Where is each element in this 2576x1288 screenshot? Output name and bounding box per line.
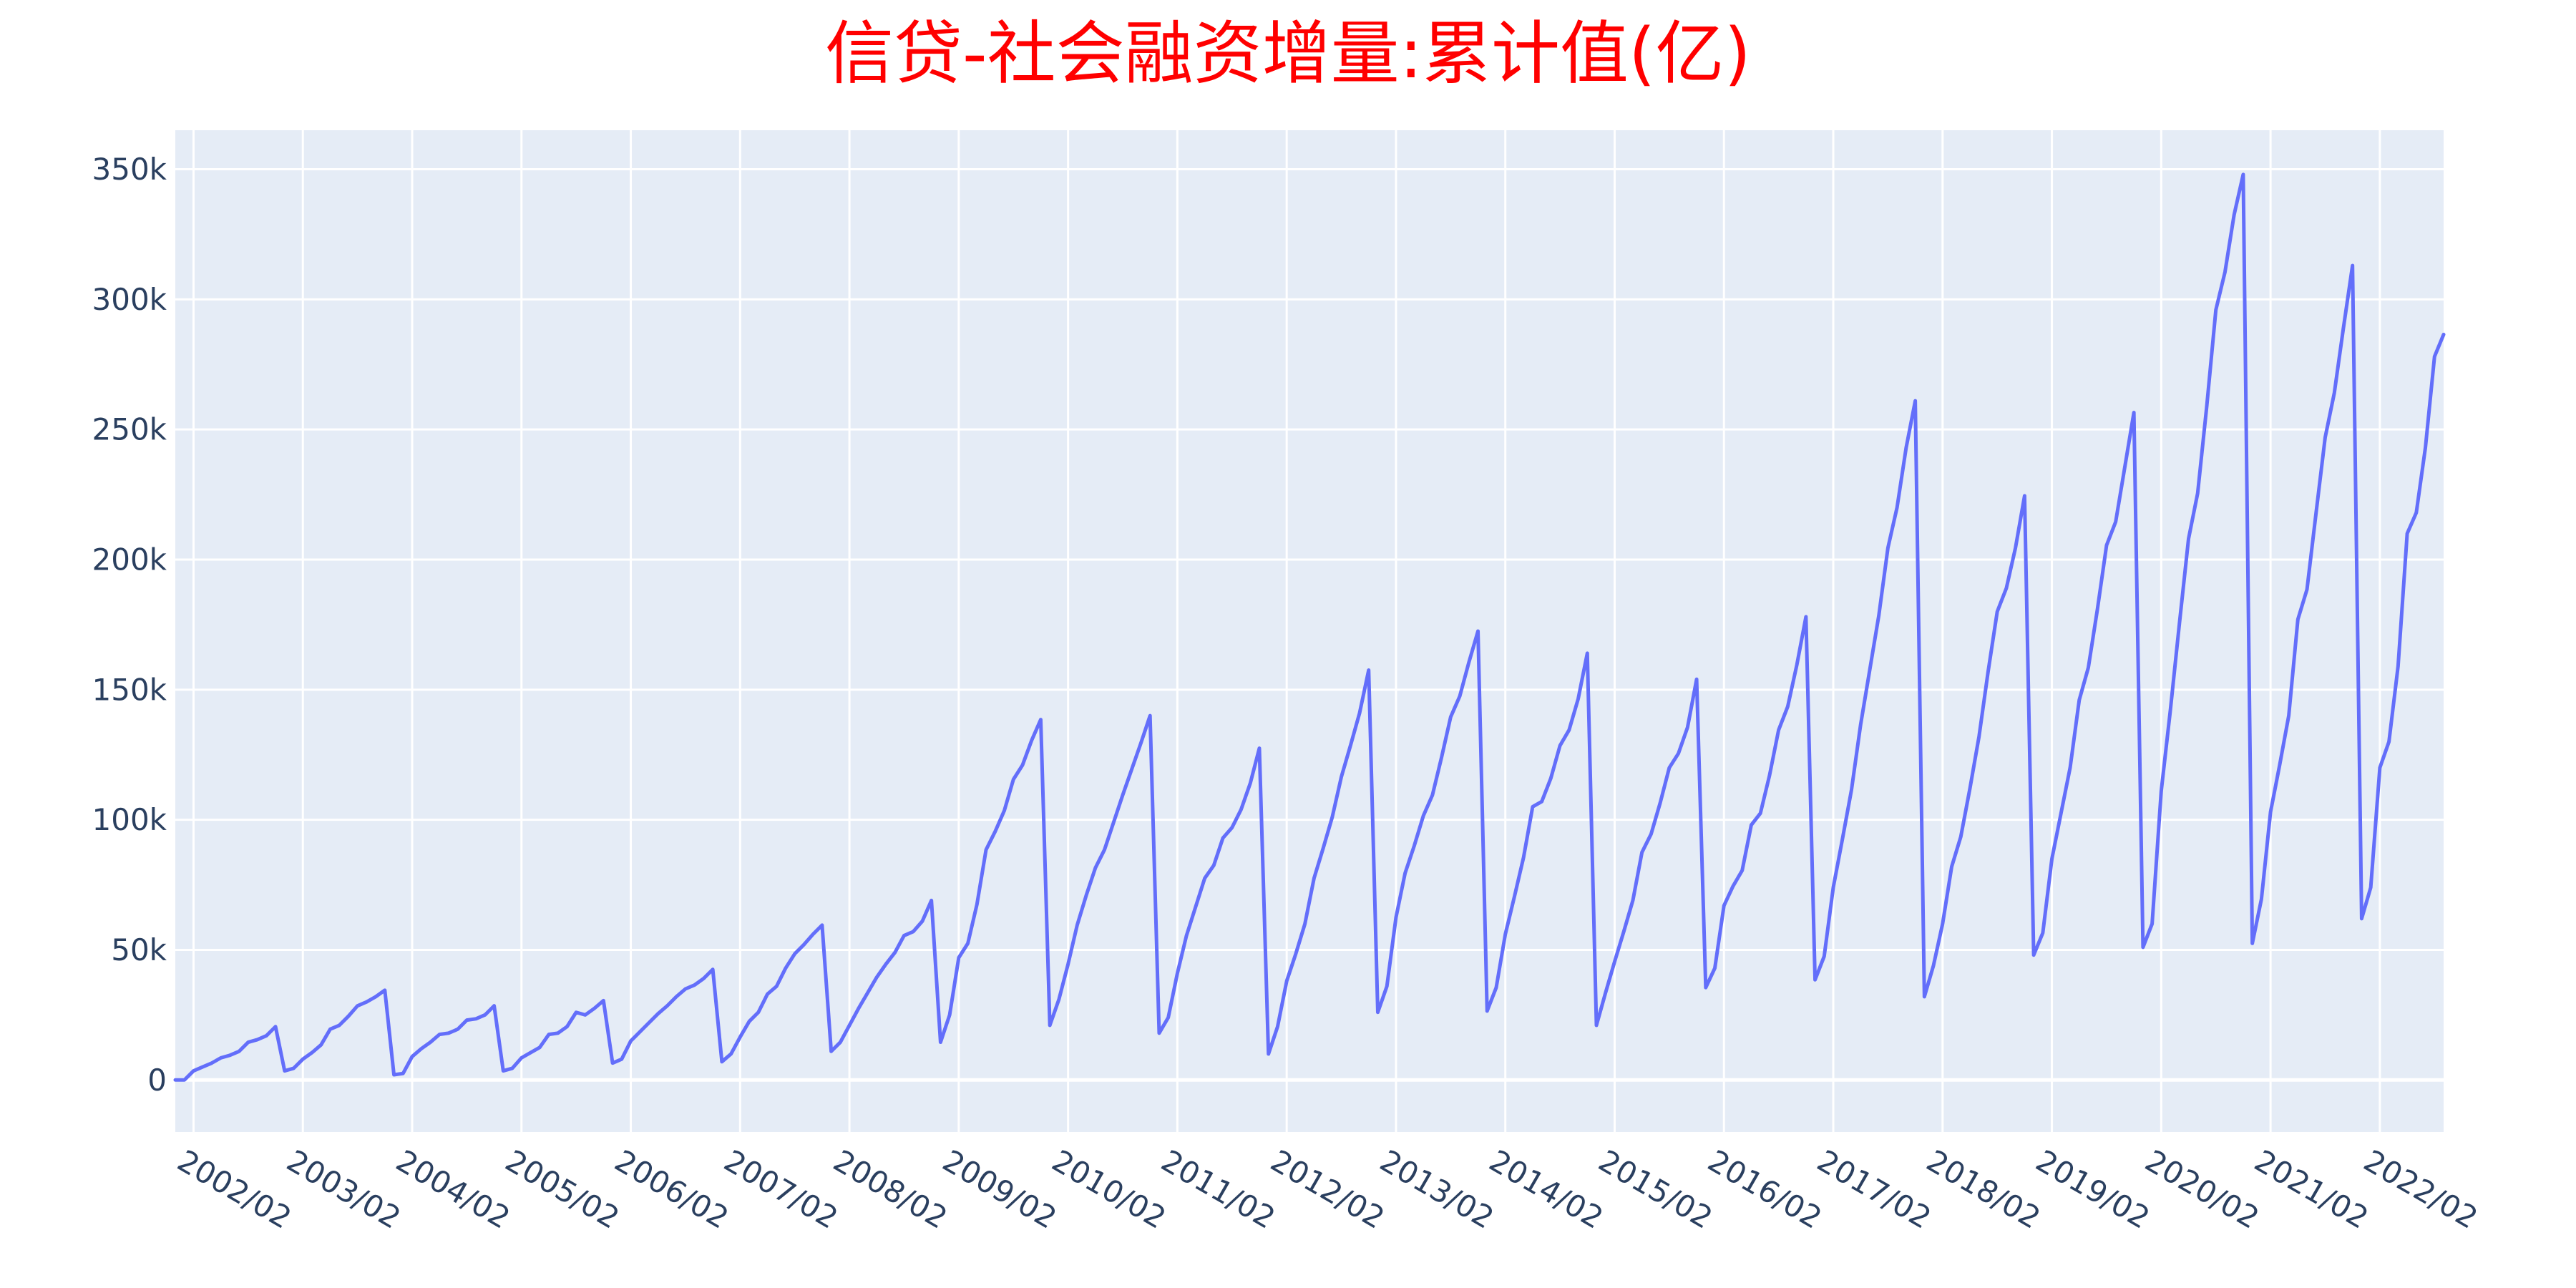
x-tick-label: 2018/02: [1921, 1143, 2046, 1236]
y-tick-label: 50k: [111, 932, 167, 967]
x-tick-label: 2022/02: [2358, 1143, 2484, 1236]
y-tick-label: 300k: [92, 282, 167, 317]
x-axis-tick-labels: 2002/022003/022004/022005/022006/022007/…: [172, 1143, 2484, 1236]
series-group: [173, 172, 2446, 1082]
x-tick-label: 2017/02: [1811, 1143, 1937, 1236]
x-tick-label: 2021/02: [2249, 1143, 2375, 1236]
x-tick-label: 2011/02: [1156, 1143, 1282, 1236]
series-line: [173, 172, 2446, 1082]
x-gridlines: [192, 130, 2381, 1132]
x-tick-label: 2010/02: [1046, 1143, 1172, 1236]
x-tick-label: 2003/02: [281, 1143, 407, 1236]
y-tick-label: 350k: [92, 152, 167, 187]
y-axis-tick-labels: 0 50k 100k 150k 200k 250k 300k 350k: [92, 152, 167, 1098]
x-tick-label: 2004/02: [390, 1143, 516, 1236]
x-tick-label: 2005/02: [499, 1143, 625, 1236]
x-tick-label: 2002/02: [172, 1143, 298, 1236]
y-tick-label: 250k: [92, 412, 167, 447]
x-tick-label: 2008/02: [827, 1143, 953, 1236]
x-tick-label: 2015/02: [1593, 1143, 1719, 1236]
x-tick-label: 2019/02: [2030, 1143, 2156, 1236]
x-tick-label: 2020/02: [2140, 1143, 2265, 1236]
x-tick-label: 2006/02: [609, 1143, 735, 1236]
y-tick-label: 150k: [92, 672, 167, 707]
x-tick-label: 2013/02: [1374, 1143, 1500, 1236]
x-tick-label: 2009/02: [937, 1143, 1063, 1236]
y-tick-label: 0: [147, 1063, 167, 1098]
x-tick-label: 2012/02: [1265, 1143, 1391, 1236]
x-tick-label: 2014/02: [1483, 1143, 1609, 1236]
y-tick-label: 200k: [92, 542, 167, 577]
y-tick-label: 100k: [92, 802, 167, 837]
y-gridlines: [175, 168, 2444, 951]
x-tick-label: 2007/02: [718, 1143, 844, 1236]
chart-title: 信贷-社会融资增量:累计值(亿): [825, 14, 1751, 94]
x-tick-label: 2016/02: [1702, 1143, 1828, 1236]
plot-area: [175, 130, 2444, 1132]
